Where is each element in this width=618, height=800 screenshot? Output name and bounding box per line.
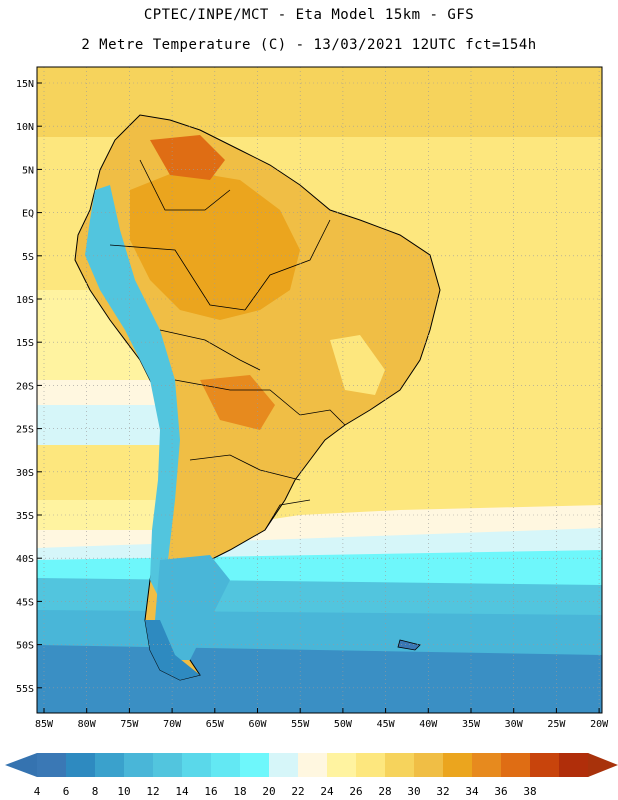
colorbar-label: 30 [407,785,420,798]
lat-tick-label: 15N [16,79,34,90]
lon-tick-label: 45W [377,719,396,730]
colorbar-label: 10 [117,785,130,798]
colorbar-label: 32 [436,785,449,798]
longitude-axis: 85W 80W 75W 70W 65W 60W 55W 50W 45W 40W 35W 30W 25W 2… [35,708,609,730]
lat-tick-label: 25S [16,425,34,436]
lon-tick-label: 50W [334,719,353,730]
colorbar-box [414,753,444,777]
lon-tick-label: 80W [78,719,97,730]
colorbar-box [385,753,415,777]
colorbar-label: 20 [262,785,275,798]
lon-tick-label: 20W [590,719,609,730]
pacific-warm-band [37,445,167,495]
map-panel: 15N 10N 5N EQ 5S 10S 15S 20S 25S 30S 35S 40S 45S 50S 5… [0,60,618,744]
colorbar-box [37,753,67,777]
colorbar-label: 34 [465,785,479,798]
lat-tick-label: 40S [16,554,34,565]
colorbar-box [240,753,270,777]
lon-tick-label: 75W [120,719,139,730]
pacific-cold-band [37,405,167,445]
colorbar-label: 6 [63,785,70,798]
colorbar-box [327,753,357,777]
colorbar-label: 26 [349,785,362,798]
lat-tick-label: 30S [16,468,34,479]
colorbar-right-arrow [588,753,618,777]
lon-tick-label: 40W [419,719,438,730]
ocean-deep-band [37,645,602,713]
ocean-mid-band [37,500,170,535]
lon-tick-label: 60W [248,719,267,730]
colorbar-box [530,753,560,777]
colorbar-labels: 4 6 8 10 12 14 16 18 20 22 24 26 28 30 32 34 36 38 [34,785,537,798]
lat-tick-label: 20S [16,381,34,392]
colorbar-label: 12 [146,785,159,798]
colorbar-box [501,753,531,777]
lat-tick-label: 5N [22,165,34,176]
patagonia-cold-region [155,555,230,660]
colorbar-box [153,753,183,777]
lat-tick-label: 35S [16,511,34,522]
lon-tick-label: 65W [206,719,225,730]
colorbar-box [124,753,154,777]
colorbar-boxes [37,753,589,777]
lon-tick-label: 30W [505,719,524,730]
lat-tick-label: EQ [22,209,34,220]
lat-tick-label: 50S [16,641,34,652]
paraguay-hot-spot [200,375,275,430]
andes-cold-ridge [85,185,180,600]
lat-tick-label: 10S [16,295,34,306]
lon-tick-label: 35W [462,719,481,730]
colorbar-label: 38 [523,785,536,798]
lat-tick-label: 15S [16,338,34,349]
colorbar-label: 22 [291,785,304,798]
colorbar-box [559,753,589,777]
colorbar-box [66,753,96,777]
colorbar: 4 6 8 10 12 14 16 18 20 22 24 26 28 30 32 34 36 38 [5,753,618,798]
colorbar-label: 36 [494,785,507,798]
colorbar-left-arrow [5,753,37,777]
lat-tick-label: 45S [16,597,34,608]
map-title-line1: CPTEC/INPE/MCT - Eta Model 15km - GFS [143,7,475,23]
venezuela-hot-spot [150,135,225,180]
colorbar-label: 14 [175,785,189,798]
falkland-islands [397,639,421,651]
latitude-axis: 15N 10N 5N EQ 5S 10S 15S 20S 25S 30S 35S 40S 45S 50S 5… [16,79,42,695]
lon-tick-label: 85W [35,719,54,730]
colorbar-label: 16 [204,785,217,798]
colorbar-box [472,753,502,777]
colorbar-label: 18 [233,785,246,798]
ocean-north-band [37,67,602,137]
tierra-del-fuego-region [145,620,200,680]
colorbar-label: 28 [378,785,391,798]
colorbar-box [211,753,241,777]
colorbar-box [269,753,299,777]
colorbar-label: 4 [34,785,41,798]
map-frame [36,66,603,714]
lon-tick-label: 55W [291,719,310,730]
lat-tick-label: 10N [16,122,34,133]
map-title-line2: 2 Metre Temperature (C) - 13/03/2021 12U… [81,37,537,53]
colorbar-box [443,753,473,777]
colorbar-box [356,753,386,777]
temperature-map: 15N 10N 5N EQ 5S 10S 15S 20S 25S 30S 35S 40S 45S 50S 5… [16,66,609,730]
colorbar-box [95,753,125,777]
colorbar-label: 8 [92,785,99,798]
lon-tick-label: 70W [163,719,182,730]
colorbar-box [182,753,212,777]
lat-tick-label: 55S [16,684,34,695]
country-borders [109,159,346,531]
brazil-highlands [330,335,385,395]
lon-tick-label: 25W [547,719,566,730]
lat-tick-label: 5S [22,252,34,263]
colorbar-label: 24 [320,785,334,798]
colorbar-box [298,753,328,777]
